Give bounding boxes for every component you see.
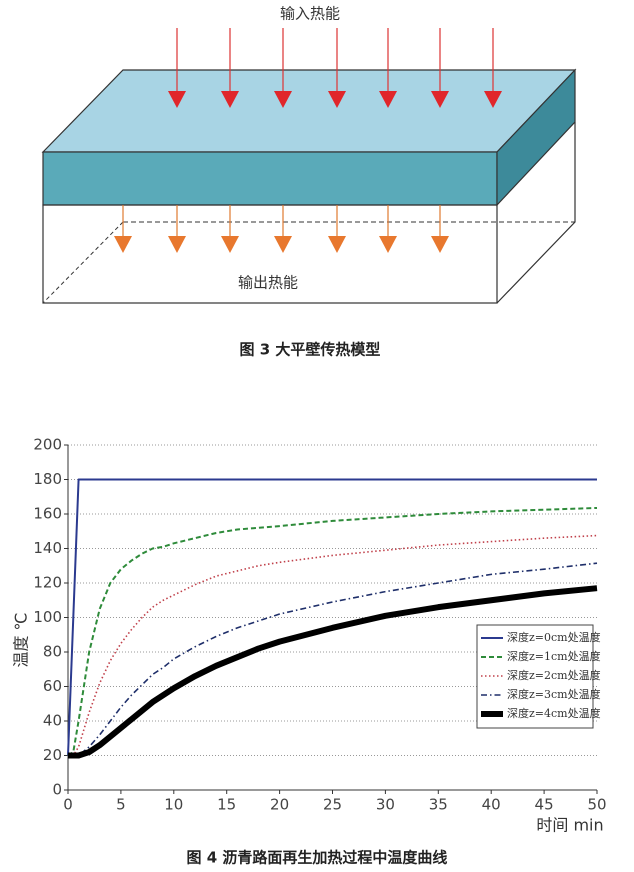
x-tick-label: 0 [63,796,73,814]
hidden-edge [42,221,124,304]
output-arrow-head [168,236,186,253]
input-arrow-head [431,91,449,108]
slab-top [41,69,577,153]
y-tick-label: 0 [52,781,62,799]
arrows [114,28,502,253]
y-axis-label: 温度 ℃ [12,612,31,667]
legend-label: 深度z=3cm处温度 [507,687,601,701]
legend-label: 深度z=2cm处温度 [507,668,601,682]
legend-box [476,624,594,729]
x-tick-label: 15 [217,796,236,814]
y-tick-label: 20 [43,746,62,764]
box-front [42,204,498,304]
y-tick-label: 180 [33,470,62,488]
input-arrow-head [328,91,346,108]
input-arrow-head [168,91,186,108]
input-arrow-head [221,91,239,108]
caption: 图 4 沥青路面再生加热过程中温度曲线 [187,849,448,867]
x-tick-label: 20 [270,796,289,814]
series-line [68,585,598,759]
y-tick-label: 80 [43,643,62,661]
x-tick-label: 25 [323,796,342,814]
input-label: 输入热能 [280,5,340,23]
x-tick-label: 50 [587,796,606,814]
output-label: 输出热能 [238,274,298,292]
series-line [68,534,598,757]
y-tick-label: 60 [43,677,62,695]
series-line [68,562,598,757]
legend-label: 深度z=1cm处温度 [507,649,601,663]
output-arrow-head [114,236,132,253]
y-tick-label: 40 [43,712,62,730]
x-tick-label: 10 [164,796,183,814]
output-arrow-head [274,236,292,253]
output-arrow-head [379,236,397,253]
y-tick-label: 200 [33,436,62,454]
input-arrow-head [379,91,397,108]
input-arrow-head [484,91,502,108]
caption: 图 3 大平壁传热模型 [240,341,381,359]
x-tick-label: 35 [429,796,448,814]
slab-front [42,151,498,206]
x-tick-label: 40 [482,796,501,814]
slab-diagram: 输入热能 输出热能 图 3 大平壁传热模型 [41,5,577,359]
y-tick-label: 120 [33,574,62,592]
series-line [67,478,597,756]
output-arrow-head [431,236,449,253]
y-tick-label: 160 [33,505,62,523]
y-tick-label: 140 [33,539,62,557]
legend-label: 深度z=0cm处温度 [507,630,601,644]
x-tick-label: 5 [116,796,126,814]
series-line [67,506,598,757]
output-arrow-head [221,236,239,253]
input-arrow-head [274,91,292,108]
x-tick-label: 45 [535,796,554,814]
x-tick-label: 30 [376,796,395,814]
y-tick-label: 100 [33,608,62,626]
output-arrow-head [328,236,346,253]
legend-label: 深度z=4cm处温度 [507,706,601,720]
x-axis-label: 时间 min [536,816,603,835]
